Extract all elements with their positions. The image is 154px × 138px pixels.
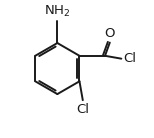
Text: Cl: Cl (124, 52, 137, 65)
Text: NH$_2$: NH$_2$ (44, 4, 71, 19)
Text: Cl: Cl (76, 103, 89, 116)
Text: O: O (105, 27, 115, 40)
